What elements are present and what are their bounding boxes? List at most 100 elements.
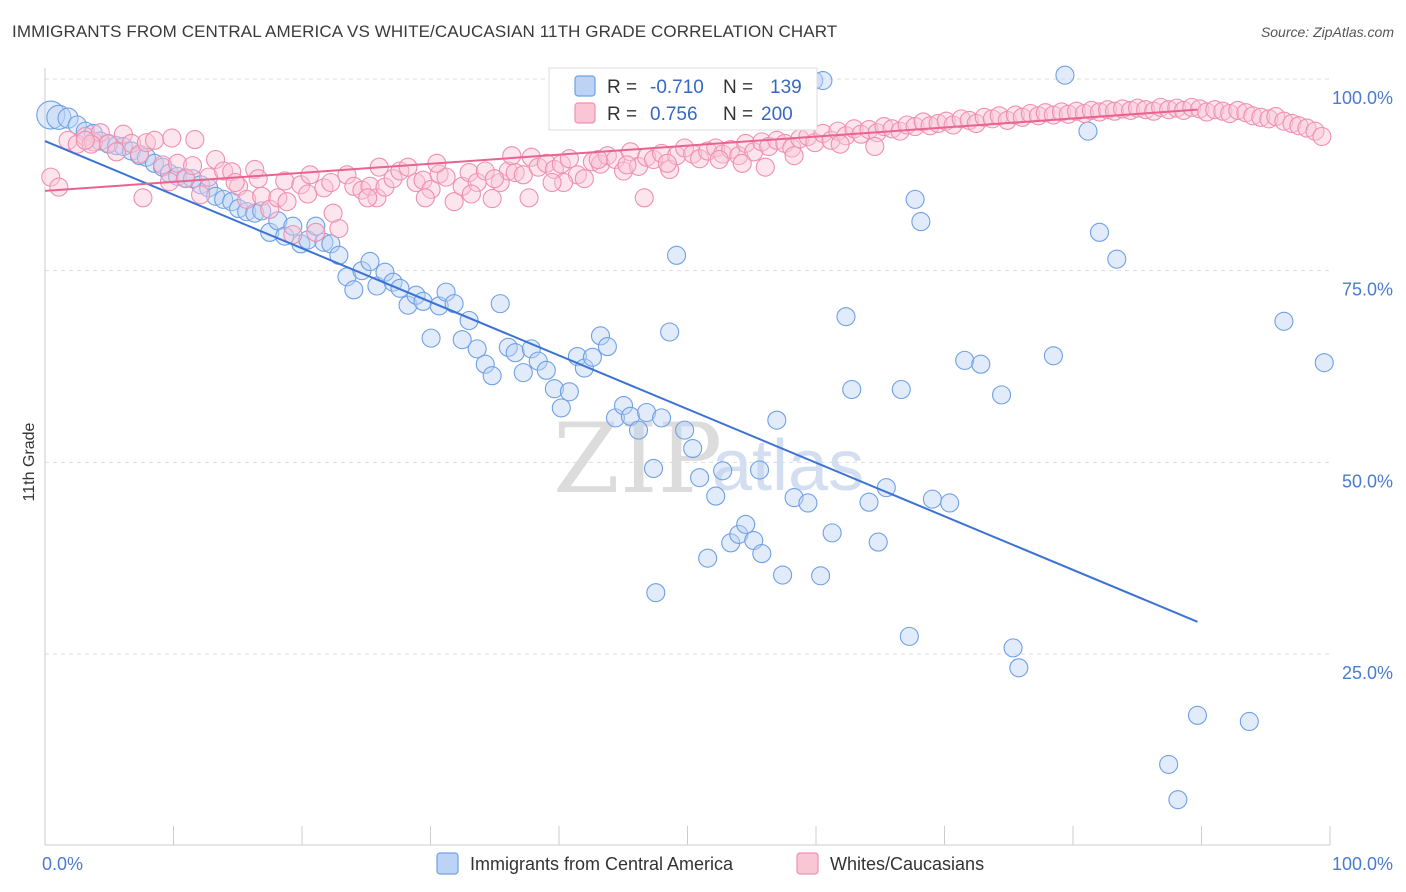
point-whites	[732, 153, 752, 173]
legend-swatch-whites	[574, 102, 596, 124]
point-immigrants	[922, 489, 942, 509]
point-whites	[121, 133, 141, 153]
bottom-legend-swatch-whites	[796, 852, 819, 875]
trend-line-immigrants	[44, 140, 1198, 623]
point-whites	[461, 184, 481, 204]
point-immigrants	[36, 100, 66, 130]
point-immigrants	[46, 104, 72, 130]
point-whites	[755, 157, 775, 177]
point-whites	[1182, 97, 1202, 117]
point-immigrants	[582, 347, 602, 367]
point-immigrants	[467, 339, 487, 359]
point-whites	[784, 146, 804, 166]
point-immigrants	[436, 282, 456, 302]
point-whites	[459, 162, 479, 183]
point-whites	[1113, 99, 1133, 119]
point-whites	[358, 188, 378, 208]
legend-r-value-whites: 0.756	[650, 104, 698, 125]
point-immigrants	[1314, 353, 1334, 373]
point-immigrants	[1003, 638, 1023, 658]
point-immigrants	[667, 245, 687, 265]
watermark-atlas: atlas	[712, 426, 864, 506]
point-immigrants	[767, 410, 787, 430]
point-whites	[1197, 102, 1217, 122]
legend-box: R = -0.710 N = 139 R = 0.756 N = 200	[548, 67, 818, 131]
point-immigrants	[842, 379, 862, 400]
point-immigrants	[652, 408, 672, 428]
trend-line-whites	[44, 108, 1198, 192]
point-whites	[744, 142, 764, 162]
bottom-legend-label-whites: Whites/Caucasians	[830, 854, 984, 874]
point-whites	[951, 109, 971, 129]
point-whites	[144, 130, 165, 150]
point-immigrants	[214, 189, 234, 209]
point-whites	[191, 185, 211, 205]
point-whites	[323, 203, 343, 223]
y-tick-label: 100.0%	[1332, 88, 1393, 108]
point-immigrants	[1107, 249, 1127, 269]
point-whites	[513, 165, 533, 185]
point-immigrants	[891, 379, 911, 400]
point-whites	[542, 172, 562, 193]
point-whites	[260, 199, 280, 219]
point-whites	[360, 176, 380, 196]
point-whites	[167, 153, 188, 173]
point-whites	[268, 188, 288, 208]
point-whites	[502, 146, 522, 166]
y-tick-label: 75.0%	[1342, 280, 1393, 300]
point-whites	[306, 222, 326, 242]
point-whites	[1167, 98, 1187, 118]
point-whites	[162, 128, 182, 148]
point-immigrants	[1043, 346, 1063, 366]
point-whites	[634, 188, 654, 208]
series-immigrants-points	[36, 65, 1334, 810]
point-immigrants	[360, 251, 380, 272]
y-tick-labels: 25.0% 50.0% 75.0% 100.0%	[1332, 88, 1393, 683]
point-whites	[1005, 105, 1025, 125]
point-whites	[206, 149, 226, 170]
point-whites	[133, 188, 153, 208]
point-whites	[275, 171, 295, 191]
point-whites	[1259, 109, 1279, 129]
point-immigrants	[698, 548, 718, 568]
chart-title: IMMIGRANTS FROM CENTRAL AMERICA VS WHITE…	[12, 22, 838, 41]
point-immigrants	[1159, 754, 1179, 774]
legend-swatch-immigrants	[574, 75, 596, 97]
point-whites	[617, 155, 637, 175]
point-whites	[81, 134, 101, 154]
point-whites	[657, 153, 677, 173]
axes	[44, 68, 1331, 846]
point-whites	[482, 189, 502, 209]
point-immigrants	[749, 460, 770, 480]
point-whites	[554, 172, 574, 193]
point-immigrants	[344, 280, 364, 300]
point-immigrants	[955, 350, 975, 370]
point-whites	[1066, 101, 1087, 121]
point-whites	[182, 156, 203, 176]
bottom-legend-label-immigrants: Immigrants from Central America	[470, 854, 734, 874]
point-whites	[1274, 111, 1294, 131]
point-whites	[490, 172, 510, 193]
point-immigrants	[940, 493, 960, 513]
point-whites	[1159, 100, 1179, 120]
point-immigrants	[551, 398, 571, 418]
bottom-legend: Immigrants from Central America Whites/C…	[436, 852, 984, 875]
point-whites	[1228, 100, 1248, 120]
point-immigrants	[521, 339, 541, 359]
point-whites	[559, 149, 579, 169]
point-immigrants	[713, 461, 733, 481]
point-whites	[1051, 102, 1072, 122]
point-whites	[1035, 103, 1055, 123]
point-immigrants	[252, 201, 272, 221]
point-immigrants	[398, 295, 418, 315]
legend-r-value-immigrants: -0.710	[650, 77, 704, 98]
point-whites	[830, 134, 850, 154]
point-immigrants	[452, 330, 472, 350]
point-immigrants	[1187, 705, 1208, 725]
point-immigrants	[306, 216, 326, 236]
point-whites	[1205, 100, 1225, 120]
point-immigrants	[1009, 658, 1029, 678]
point-whites	[237, 189, 257, 209]
point-immigrants	[752, 544, 772, 564]
